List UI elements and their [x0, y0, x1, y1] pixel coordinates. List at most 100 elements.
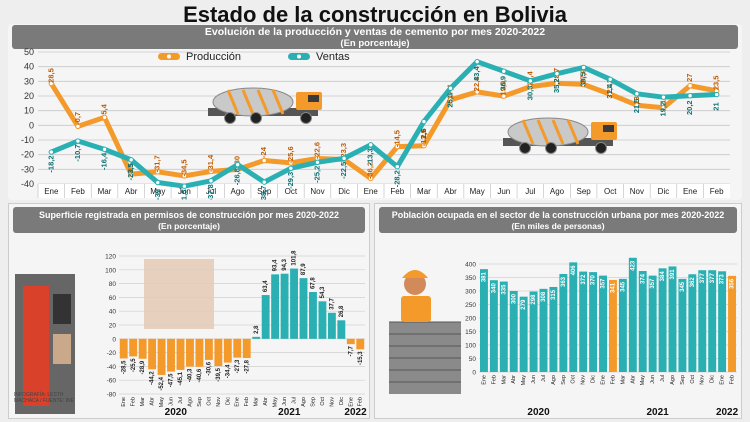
employment-chart-banner: Población ocupada en el sector de la con… [379, 207, 737, 233]
data-label: 101,8 [292, 250, 298, 266]
y-tick-label: 40 [24, 62, 34, 72]
data-label: -27,3 [235, 359, 241, 373]
employment-chart-subtitle: (En miles de personas) [511, 221, 605, 231]
bar [309, 292, 317, 339]
data-label: 19,2 [658, 102, 667, 117]
bar [290, 268, 298, 339]
legend-marker [297, 54, 301, 59]
data-label: 300 [511, 293, 517, 304]
legend-label: Producción [186, 51, 241, 63]
data-point [474, 89, 480, 95]
data-label: -33,3 [126, 158, 135, 175]
bar [195, 338, 204, 367]
x-tick-label: Feb [610, 375, 616, 384]
data-point [634, 91, 640, 97]
bar [280, 273, 289, 339]
data-label: 370 [591, 274, 597, 285]
bar [648, 275, 657, 372]
data-point [421, 118, 427, 125]
x-tick-label: Ago [301, 397, 307, 407]
y-tick-label: -20 [107, 350, 117, 357]
bar [167, 338, 175, 372]
bar [489, 280, 498, 372]
truck-right-wheel [519, 142, 531, 154]
y-tick-label: 150 [465, 329, 476, 336]
bar [509, 291, 518, 372]
data-point [48, 149, 55, 155]
data-label: 20,2 [685, 100, 694, 115]
data-label: -41,5 [179, 190, 188, 200]
bar [252, 336, 261, 339]
x-tick-label: Feb [710, 187, 724, 196]
year-label: 2020 [165, 407, 188, 418]
y-tick-label: 120 [105, 254, 116, 261]
data-point [660, 94, 667, 100]
truck-left-drum-stripe [256, 89, 270, 115]
data-label: -40,3 [188, 368, 194, 382]
bar [569, 262, 578, 372]
x-tick-label: Mar [140, 397, 146, 407]
data-label: 5,4 [100, 103, 109, 114]
data-label: 406 [571, 265, 577, 276]
data-point [367, 142, 374, 148]
data-label: 372 [581, 274, 587, 285]
bar [129, 338, 138, 357]
data-point [367, 175, 374, 182]
data-point [208, 178, 214, 184]
x-tick-label: Jun [168, 397, 174, 406]
data-label: 356 [730, 278, 736, 289]
y-tick-label: 250 [465, 302, 476, 309]
worker-head [404, 273, 426, 295]
y-tick-label: -10 [21, 135, 34, 145]
data-point [394, 163, 401, 170]
bar [549, 286, 558, 372]
cement-chart-title: Evolución de la producción y ventas de c… [204, 26, 546, 38]
data-label: 423 [630, 260, 636, 271]
bar [499, 281, 508, 372]
data-label: 345 [620, 281, 626, 292]
bar [138, 338, 147, 359]
data-point [314, 159, 321, 165]
data-point [580, 64, 587, 71]
data-label: -27,8 [244, 359, 250, 373]
permits-chart-title: Superficie registrada en permisos de con… [38, 210, 340, 220]
infographic-credit: INFOGRAFÍA: LESTH MACHACA / FUENTE: INE [14, 392, 74, 404]
data-label: -45,1 [178, 371, 184, 385]
truck-left-drum-stripe [241, 89, 255, 115]
bar [261, 295, 270, 339]
bar [346, 338, 355, 345]
data-point [155, 169, 161, 175]
data-label: -0,7 [73, 112, 82, 125]
data-label: -34,5 [179, 159, 188, 176]
data-label: 341 [611, 282, 617, 293]
data-label: 308 [541, 291, 547, 302]
building-window [53, 294, 71, 324]
data-label: -26,8 [233, 168, 242, 185]
x-tick-label: Jun [531, 375, 537, 384]
x-tick-label: Jul [291, 397, 297, 404]
data-point [128, 157, 134, 163]
x-tick-label: Jul [206, 187, 216, 196]
x-tick-label: May [273, 397, 279, 408]
data-point [128, 171, 134, 177]
bar [337, 320, 346, 339]
data-label: 19,9 [499, 81, 508, 96]
data-point [501, 68, 507, 74]
truck-left-window [308, 95, 319, 102]
data-label: -22,5 [339, 162, 348, 179]
data-label: -24 [259, 146, 268, 158]
year-label: 2021 [646, 407, 669, 418]
bar [242, 338, 251, 358]
data-label: 93,4 [273, 259, 279, 271]
bar [148, 338, 157, 370]
year-label: 2022 [690, 199, 717, 200]
x-tick-label: Ene [481, 375, 487, 385]
data-point [660, 105, 667, 111]
bar [519, 296, 528, 372]
year-label: 2021 [278, 407, 301, 418]
data-label: 28,5 [46, 68, 55, 83]
cement-line-chart: 50 40 30 20 10 0 -10 -20 -30 -40 Ene Feb Mar Abr May Ju… [21, 47, 730, 200]
x-tick-label: May [159, 397, 165, 408]
x-tick-label: May [640, 375, 646, 386]
data-label: 2,6 [419, 128, 428, 138]
